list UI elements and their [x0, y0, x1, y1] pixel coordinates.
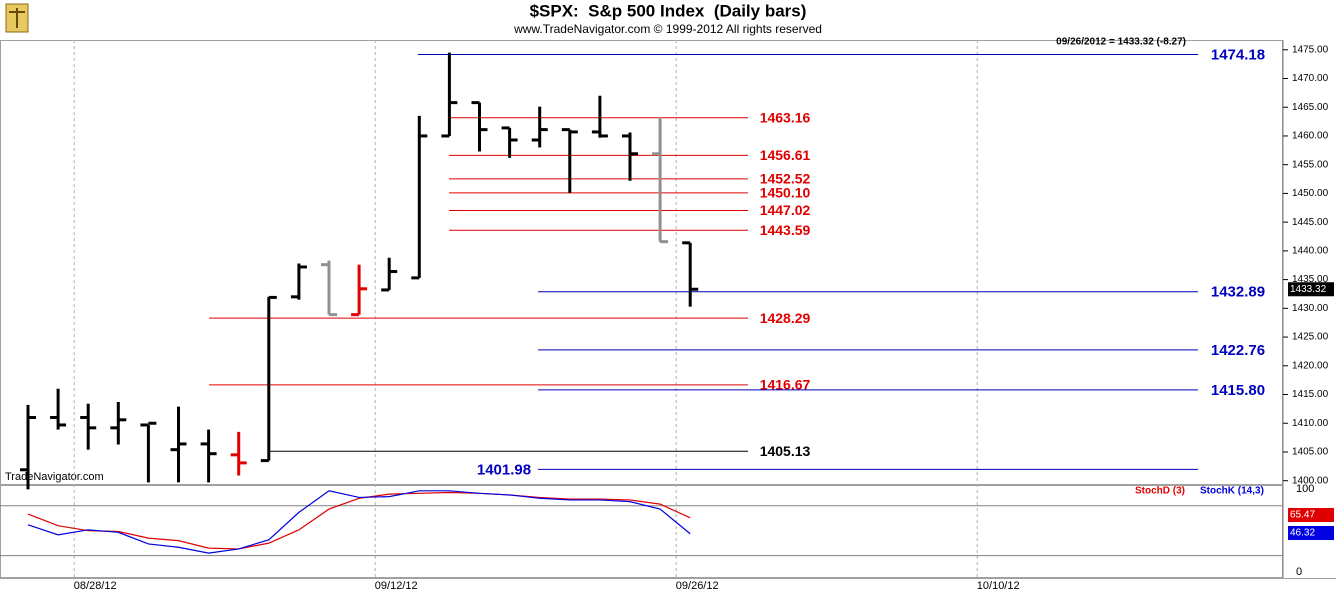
last-value-box: [1288, 526, 1334, 540]
last-value-label: 1433.32: [1290, 284, 1327, 295]
y-tick-label: 1440.00: [1292, 246, 1329, 257]
x-tick-label: 08/28/12: [74, 580, 117, 592]
level-label: 1450.10: [760, 185, 811, 201]
y-tick-label: 1420.00: [1292, 360, 1329, 371]
x-tick-label: 10/10/12: [977, 580, 1020, 592]
x-tick-label: 09/12/12: [375, 580, 418, 592]
y-tick-label: 1430.00: [1292, 303, 1329, 314]
y-tick-label: 1465.00: [1292, 102, 1329, 113]
legend-entry: StochK (14,3): [1200, 486, 1264, 497]
last-value-label: 46.32: [1290, 528, 1315, 539]
stoch-line: [27, 490, 691, 554]
y-tick-label: 1415.00: [1292, 389, 1329, 400]
y-tick-label: 1405.00: [1292, 447, 1329, 458]
last-value-box: [1288, 282, 1334, 297]
last-value-box: [1288, 508, 1334, 522]
last-quote: 09/26/2012 = 1433.32 (-8.27): [1056, 37, 1186, 48]
watermark: TradeNavigator.com: [5, 471, 104, 483]
level-label: 1443.59: [760, 222, 811, 238]
chart-subtitle: www.TradeNavigator.com © 1999-2012 All r…: [513, 22, 822, 36]
level-label: 1452.52: [760, 171, 811, 187]
y-tick-label: 1470.00: [1292, 73, 1329, 84]
y-tick-label: 1425.00: [1292, 332, 1329, 343]
logo: [5, 3, 29, 33]
stoch-tick-label: 100: [1296, 483, 1314, 495]
level-label: 1422.76: [1211, 342, 1265, 359]
chart-title: $SPX: S&p 500 Index (Daily bars): [530, 1, 807, 20]
level-label: 1416.67: [760, 377, 811, 393]
level-label: 1456.61: [760, 147, 811, 163]
y-tick-label: 1400.00: [1292, 475, 1329, 486]
level-label: 1401.98: [477, 461, 531, 478]
level-label: 1432.89: [1211, 284, 1265, 301]
y-tick-label: 1445.00: [1292, 217, 1329, 228]
y-tick-label: 1455.00: [1292, 159, 1329, 170]
x-tick-label: 09/26/12: [676, 580, 719, 592]
stoch-line: [27, 491, 691, 550]
y-tick-label: 1450.00: [1292, 188, 1329, 199]
y-tick-label: 1475.00: [1292, 44, 1329, 55]
level-label: 1474.18: [1211, 46, 1265, 63]
y-tick-label: 1410.00: [1292, 418, 1329, 429]
y-tick-label: 1435.00: [1292, 274, 1329, 285]
stoch-tick-label: 0: [1296, 566, 1302, 578]
level-label: 1415.80: [1211, 382, 1265, 399]
y-tick-label: 1460.00: [1292, 131, 1329, 142]
level-label: 1463.16: [760, 110, 811, 126]
level-label: 1428.29: [760, 310, 811, 326]
legend-entry: StochD (3): [1135, 486, 1185, 497]
last-value-label: 65.47: [1290, 510, 1315, 521]
level-label: 1405.13: [760, 443, 811, 459]
level-label: 1447.02: [760, 202, 811, 218]
